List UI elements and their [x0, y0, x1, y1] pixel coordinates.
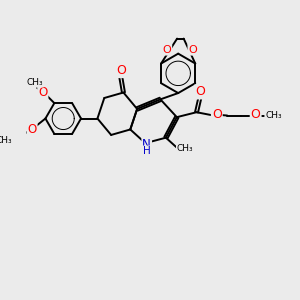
Text: O: O	[163, 45, 171, 55]
Text: CH₃: CH₃	[177, 144, 193, 153]
Text: O: O	[188, 45, 197, 55]
Text: O: O	[251, 108, 261, 121]
Text: CH₃: CH₃	[265, 111, 282, 120]
Text: O: O	[212, 108, 222, 121]
Text: O: O	[27, 123, 37, 136]
Text: N: N	[142, 138, 151, 151]
Text: O: O	[38, 86, 47, 99]
Text: O: O	[116, 64, 126, 77]
Text: H: H	[143, 146, 151, 156]
Text: CH₃: CH₃	[27, 78, 43, 87]
Text: O: O	[195, 85, 205, 98]
Text: CH₃: CH₃	[0, 136, 12, 145]
